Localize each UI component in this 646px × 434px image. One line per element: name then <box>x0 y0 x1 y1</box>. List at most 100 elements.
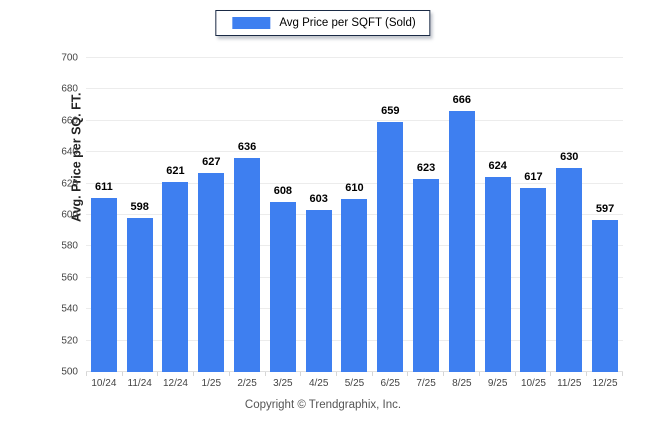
copyright-text: Copyright © Trendgraphix, Inc. <box>244 399 402 411</box>
x-axis-label: 2/25 <box>237 378 257 389</box>
y-tick-label: 660 <box>61 115 78 127</box>
bar-value-label: 597 <box>595 202 615 215</box>
bar <box>234 158 261 372</box>
y-tick-label: 580 <box>61 240 78 252</box>
bar-slot: 666 <box>444 58 480 372</box>
bar-slot: 627 <box>193 58 229 372</box>
bar-value-label: 666 <box>452 94 472 107</box>
bar-slot: 617 <box>516 58 552 372</box>
x-axis-label: 10/25 <box>520 378 546 389</box>
bar-slot: 636 <box>229 58 265 372</box>
y-tick-label: 700 <box>61 52 78 64</box>
y-tick-label: 640 <box>61 146 78 158</box>
x-tick-mark <box>193 372 195 376</box>
y-tick-label: 600 <box>61 209 78 221</box>
x-tick-mark <box>228 372 230 376</box>
bar <box>341 199 368 372</box>
bar <box>269 202 296 372</box>
x-axis-label: 5/25 <box>344 378 365 389</box>
x-axis-label: 3/25 <box>273 378 293 389</box>
bar-value-label: 623 <box>416 161 436 174</box>
bar-value-label: 621 <box>166 165 185 178</box>
x-tick-mark <box>550 372 552 376</box>
bar <box>90 197 117 372</box>
bar-slot: 630 <box>551 58 587 372</box>
x-tick-mark <box>478 372 480 376</box>
bar-slot: 598 <box>122 58 158 372</box>
y-tick-label: 620 <box>61 178 78 190</box>
bar-slot: 624 <box>480 58 516 372</box>
y-tick-label: 540 <box>61 303 78 315</box>
legend: Avg Price per SQFT (Sold) <box>215 10 431 36</box>
x-axis-label: 11/24 <box>127 378 152 389</box>
bar <box>592 219 619 372</box>
y-tick-label: 520 <box>61 335 78 347</box>
x-axis-label: 9/25 <box>487 378 508 389</box>
x-tick-mark <box>121 372 123 376</box>
bar-value-label: 627 <box>202 155 221 168</box>
x-axis-label: 1/25 <box>201 378 222 389</box>
bar <box>162 182 189 372</box>
bar-value-label: 636 <box>237 141 257 154</box>
bar-value-label: 598 <box>130 201 149 214</box>
bar <box>126 218 153 372</box>
x-axis-tick-marks <box>86 372 623 376</box>
gridline <box>86 57 623 58</box>
gridline <box>86 182 623 184</box>
x-tick-mark <box>407 372 409 376</box>
bar-value-label: 603 <box>309 193 328 206</box>
x-tick-mark <box>336 372 338 376</box>
bar-slot: 611 <box>86 58 122 372</box>
bar-slot: 623 <box>408 58 444 372</box>
bar <box>484 177 511 372</box>
bar-slot: 621 <box>158 58 194 372</box>
bar <box>520 188 547 372</box>
y-axis-tick-labels: 700 680 660 640 620 600 580 560 540 520 500 <box>40 53 78 378</box>
bar-value-label: 630 <box>560 150 579 163</box>
bar-value-label: 659 <box>381 105 400 118</box>
bar-slot: 608 <box>265 58 301 372</box>
bar <box>305 210 332 372</box>
bar-slot: 610 <box>337 58 373 372</box>
bar <box>448 111 475 372</box>
x-tick-mark <box>86 372 87 376</box>
bar-value-label: 610 <box>345 182 364 195</box>
x-axis-label: 4/25 <box>308 378 329 389</box>
plot-area: 611 598 621 627 636 608 603 610 659 623 666 624 617 6… <box>86 57 623 372</box>
y-tick-label: 560 <box>61 272 78 284</box>
x-axis-label: 11/25 <box>557 378 582 389</box>
y-tick-label: 500 <box>61 366 78 378</box>
legend-swatch-icon <box>232 17 271 29</box>
bar <box>377 122 404 372</box>
bar <box>556 167 583 372</box>
x-axis-label: 12/25 <box>592 378 618 389</box>
x-tick-mark <box>264 372 266 376</box>
x-axis-label: 10/24 <box>91 378 117 389</box>
x-tick-mark <box>443 372 445 376</box>
bar <box>198 172 225 372</box>
x-axis-label: 7/25 <box>416 378 436 389</box>
x-tick-mark <box>586 372 588 376</box>
gridline <box>86 151 623 153</box>
bar-slot: 603 <box>301 58 337 372</box>
bar-slot: 597 <box>587 58 623 372</box>
bar <box>413 178 440 372</box>
y-tick-label: 680 <box>61 83 78 95</box>
x-tick-mark <box>300 372 302 376</box>
bars-container: 611 598 621 627 636 608 603 610 659 623 666 624 617 6… <box>86 58 623 372</box>
x-axis-label: 12/24 <box>162 378 188 389</box>
x-axis-labels: 10/24 11/24 12/24 1/25 2/25 3/25 4/25 5/25 6/25 7… <box>86 378 623 389</box>
gridline <box>86 88 623 90</box>
legend-label: Avg Price per SQFT (Sold) <box>279 17 416 29</box>
x-axis-label: 8/25 <box>452 378 472 389</box>
x-axis-label: 6/25 <box>380 378 400 389</box>
gridline <box>86 119 623 121</box>
x-tick-mark <box>621 372 623 376</box>
x-tick-mark <box>514 372 516 376</box>
bar-value-label: 617 <box>524 171 543 184</box>
bar-slot: 659 <box>372 58 408 372</box>
x-tick-mark <box>371 372 373 376</box>
x-tick-mark <box>157 372 159 376</box>
bar-value-label: 611 <box>95 180 113 193</box>
